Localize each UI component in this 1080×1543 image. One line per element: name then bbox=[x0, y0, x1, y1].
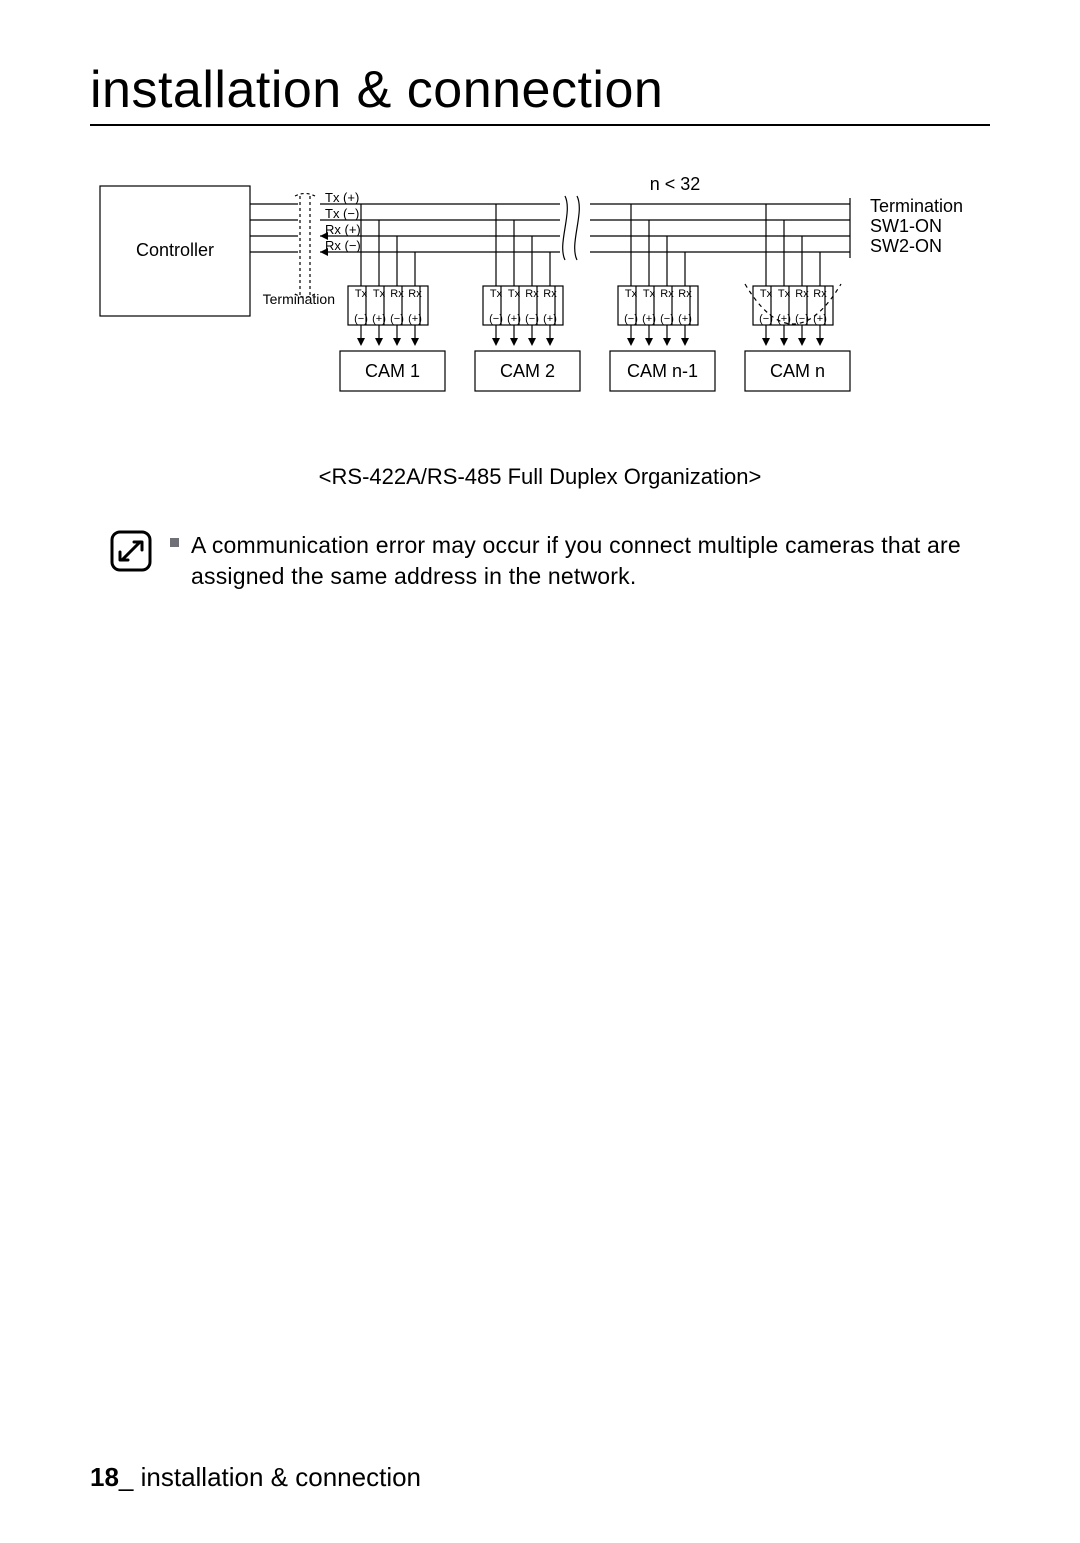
svg-text:Rx: Rx bbox=[795, 288, 809, 300]
rs422-diagram-svg: ControllerTx (+)Tx (−)Rx (+)Rx (−)n < 32… bbox=[90, 176, 990, 446]
page-title: installation & connection bbox=[90, 60, 990, 126]
svg-text:(−): (−) bbox=[489, 313, 503, 325]
svg-text:(−): (−) bbox=[354, 313, 368, 325]
note-text: A communication error may occur if you c… bbox=[191, 530, 990, 592]
note-body: A communication error may occur if you c… bbox=[170, 530, 990, 592]
svg-text:Tx: Tx bbox=[508, 288, 521, 300]
page-footer: 18_ installation & connection bbox=[90, 1462, 421, 1493]
svg-text:Rx: Rx bbox=[543, 288, 557, 300]
document-page: installation & connection Controller Tx (… bbox=[0, 0, 1080, 1543]
svg-text:Tx (−): Tx (−) bbox=[325, 206, 359, 221]
svg-text:Tx: Tx bbox=[778, 288, 791, 300]
svg-text:Tx (+): Tx (+) bbox=[325, 190, 359, 205]
svg-text:(−): (−) bbox=[525, 313, 539, 325]
svg-text:(+): (+) bbox=[678, 313, 692, 325]
note-icon bbox=[110, 530, 152, 572]
svg-text:Rx: Rx bbox=[678, 288, 692, 300]
svg-text:Tx: Tx bbox=[625, 288, 638, 300]
svg-text:SW2-ON: SW2-ON bbox=[870, 236, 942, 256]
svg-text:Rx: Rx bbox=[660, 288, 674, 300]
note-block: A communication error may occur if you c… bbox=[90, 530, 990, 592]
svg-text:Rx: Rx bbox=[390, 288, 404, 300]
svg-text:(−): (−) bbox=[660, 313, 674, 325]
svg-text:Tx: Tx bbox=[373, 288, 386, 300]
svg-text:(−): (−) bbox=[390, 313, 404, 325]
wiring-diagram: ControllerTx (+)Tx (−)Rx (+)Rx (−)n < 32… bbox=[90, 176, 990, 490]
svg-text:Termination: Termination bbox=[870, 196, 963, 216]
svg-text:CAM n: CAM n bbox=[770, 361, 825, 381]
footer-page-number: 18 bbox=[90, 1462, 119, 1492]
svg-text:(+): (+) bbox=[408, 313, 422, 325]
svg-text:Tx: Tx bbox=[355, 288, 368, 300]
note-bullet bbox=[170, 538, 179, 547]
svg-text:Tx: Tx bbox=[490, 288, 503, 300]
diagram-caption: <RS-422A/RS-485 Full Duplex Organization… bbox=[90, 464, 990, 490]
svg-text:SW1-ON: SW1-ON bbox=[870, 216, 942, 236]
svg-text:Rx (+): Rx (+) bbox=[325, 222, 361, 237]
svg-text:Rx: Rx bbox=[525, 288, 539, 300]
svg-text:Rx (−): Rx (−) bbox=[325, 238, 361, 253]
svg-text:(−): (−) bbox=[624, 313, 638, 325]
svg-text:CAM n-1: CAM n-1 bbox=[627, 361, 698, 381]
svg-text:(+): (+) bbox=[543, 313, 557, 325]
svg-text:Tx: Tx bbox=[643, 288, 656, 300]
svg-text:CAM 1: CAM 1 bbox=[365, 361, 420, 381]
svg-text:Tx: Tx bbox=[760, 288, 773, 300]
svg-text:Controller: Controller bbox=[136, 240, 214, 260]
svg-text:Termination: Termination bbox=[263, 291, 335, 307]
svg-text:Rx: Rx bbox=[813, 288, 827, 300]
svg-text:(+): (+) bbox=[507, 313, 521, 325]
svg-text:(+): (+) bbox=[642, 313, 656, 325]
svg-text:n < 32: n < 32 bbox=[650, 176, 701, 194]
svg-text:(+): (+) bbox=[372, 313, 386, 325]
footer-separator: _ bbox=[119, 1462, 141, 1492]
footer-text: installation & connection bbox=[141, 1462, 421, 1492]
svg-text:Rx: Rx bbox=[408, 288, 422, 300]
svg-text:CAM 2: CAM 2 bbox=[500, 361, 555, 381]
